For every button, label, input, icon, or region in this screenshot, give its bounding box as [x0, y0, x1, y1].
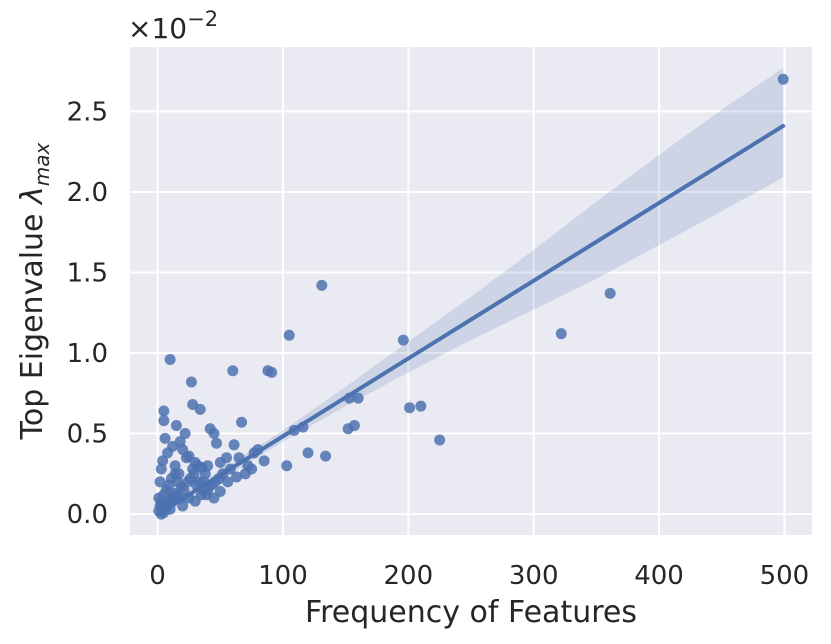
data-point-78 [222, 476, 234, 488]
data-point-81 [246, 463, 258, 475]
data-point-9 [164, 353, 176, 365]
x-tick-label-0: 0 [149, 561, 166, 591]
data-point-2 [555, 328, 567, 340]
data-point-16 [404, 402, 416, 414]
data-point-14 [158, 415, 170, 427]
data-point-27 [281, 460, 293, 472]
data-point-32 [211, 437, 223, 449]
data-point-89 [177, 500, 189, 512]
data-point-100 [192, 460, 204, 472]
data-point-95 [214, 486, 226, 498]
y-tick-label-4: 2.0 [67, 178, 108, 208]
data-point-107 [168, 487, 180, 499]
data-point-1 [604, 287, 616, 299]
x-tick-label-4: 400 [634, 561, 684, 591]
regression-line [155, 123, 786, 517]
data-point-22 [352, 392, 364, 404]
plot-background [130, 47, 812, 535]
data-point-48 [179, 428, 191, 440]
x-axis-label: Frequency of Features [305, 595, 637, 630]
x-tick-label-3: 300 [509, 561, 559, 591]
y-tick-label-5: 2.5 [67, 97, 108, 127]
data-point-31 [208, 428, 220, 440]
data-point-12 [187, 399, 199, 411]
regression-line-path [155, 123, 786, 517]
confidence-band-area [157, 67, 784, 519]
data-point-8 [227, 365, 239, 377]
grid-lines [130, 47, 812, 535]
data-point-21 [342, 423, 354, 435]
x-tick-label-1: 100 [258, 561, 308, 591]
data-point-3 [397, 334, 409, 346]
data-point-35 [258, 455, 270, 467]
y-offset-label: ×10−2 [128, 7, 218, 45]
data-point-10 [185, 376, 197, 388]
data-point-79 [231, 471, 243, 483]
y-tick-label-1: 0.5 [67, 420, 108, 450]
data-point-98 [180, 452, 192, 464]
x-tick-label-5: 500 [760, 561, 810, 591]
data-point-50 [162, 447, 174, 459]
data-point-29 [228, 439, 240, 451]
y-tick-label-3: 1.5 [67, 258, 108, 288]
data-point-52 [157, 455, 169, 467]
data-point-28 [236, 416, 248, 428]
data-point-54 [154, 476, 166, 488]
data-point-53 [155, 463, 167, 475]
data-point-51 [159, 432, 171, 444]
data-point-13 [158, 405, 170, 417]
data-point-97 [173, 468, 185, 480]
data-point-4 [316, 279, 328, 291]
confidence-band [157, 67, 784, 519]
x-tick-label-2: 200 [383, 561, 433, 591]
x-tick-labels: 0 100 200 300 400 500 [149, 561, 809, 591]
data-point-7 [266, 366, 278, 378]
data-point-0 [777, 73, 789, 85]
y-tick-label-0: 0.0 [67, 500, 108, 530]
y-tick-labels: 0.0 0.5 1.0 1.5 2.0 2.5 [67, 97, 108, 530]
data-point-39 [214, 457, 226, 469]
data-point-23 [302, 447, 314, 459]
data-point-15 [170, 419, 182, 431]
data-point-5 [283, 329, 295, 341]
y-tick-label-2: 1.0 [67, 339, 108, 369]
data-point-26 [320, 450, 332, 462]
data-point-17 [415, 400, 427, 412]
data-point-18 [434, 434, 446, 446]
y-axis-label: Top Eigenvalue λmax [15, 142, 54, 440]
